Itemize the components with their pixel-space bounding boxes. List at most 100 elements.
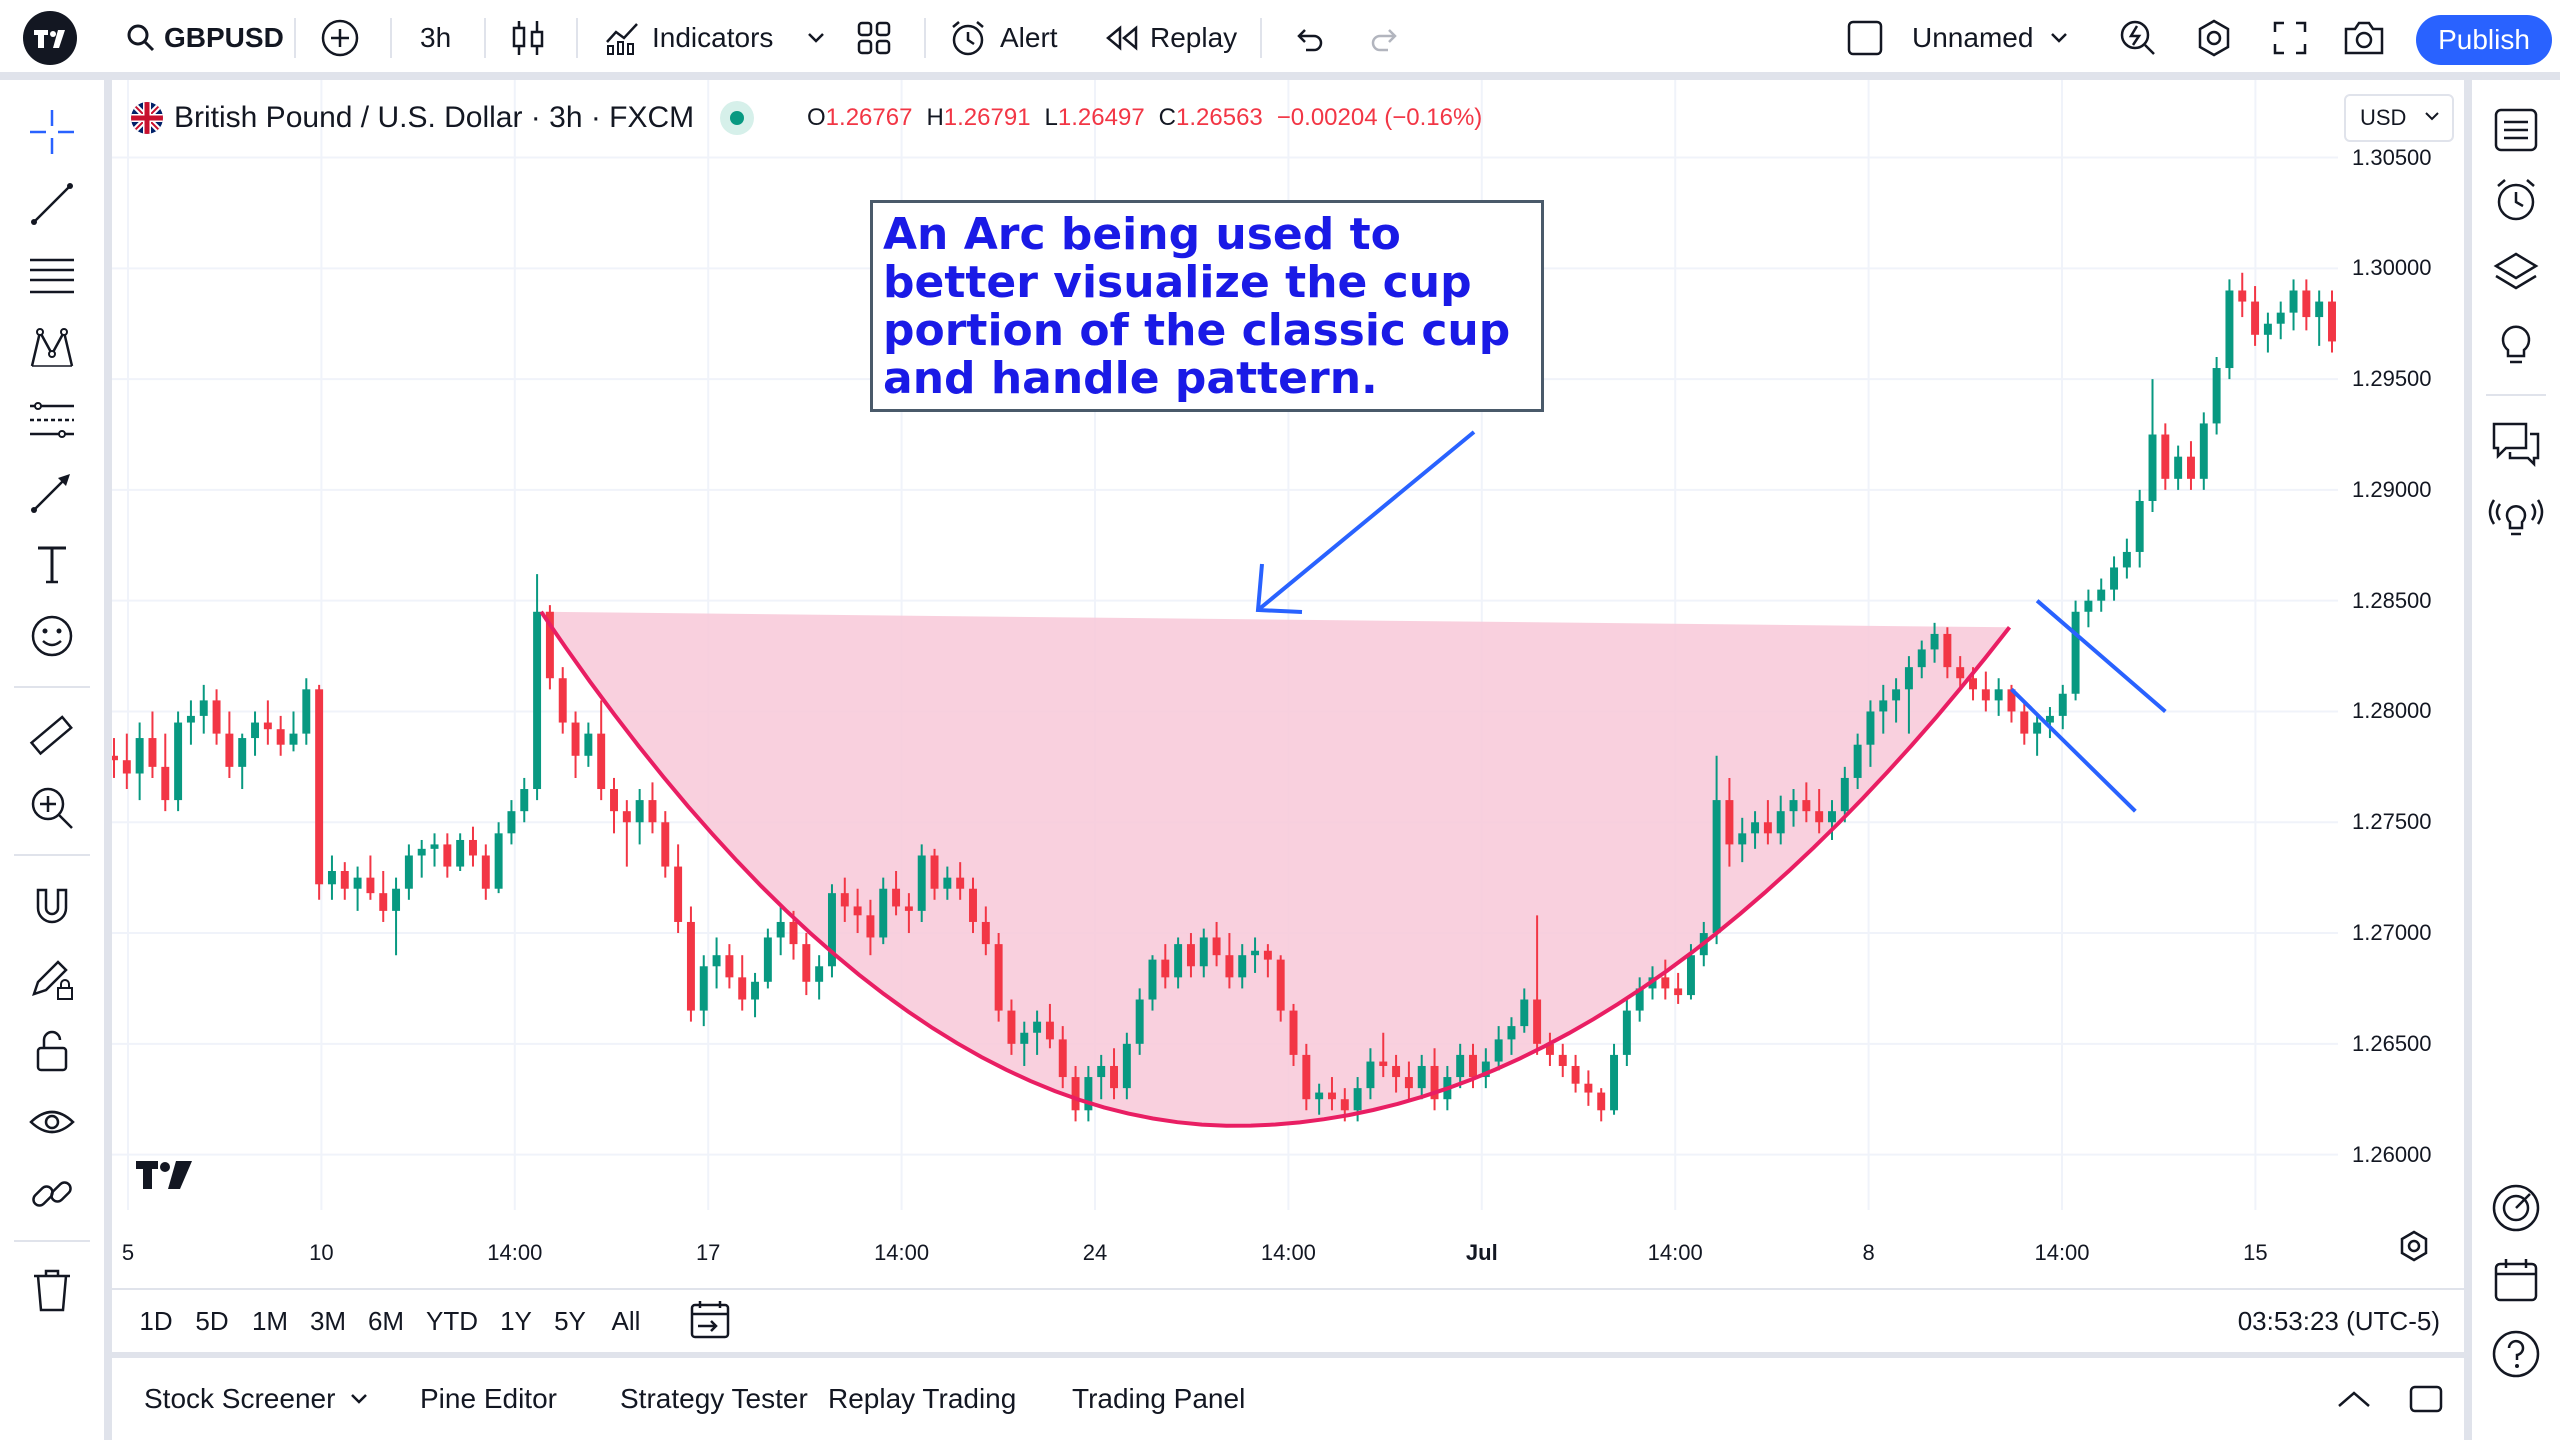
symbol-search-button[interactable]: GBPUSD	[126, 0, 284, 76]
range-all[interactable]: All	[611, 1305, 641, 1336]
axis-settings-button[interactable]	[2396, 1228, 2432, 1269]
forecasting-tool[interactable]	[22, 390, 82, 450]
bottom-tab-trading-panel[interactable]: Trading Panel	[1072, 1383, 1246, 1414]
fullscreen-icon	[2273, 21, 2307, 55]
range-5y[interactable]: 5Y	[554, 1305, 586, 1336]
crosshair-tool[interactable]	[22, 102, 82, 162]
help-button[interactable]	[2486, 1324, 2546, 1384]
text-tool[interactable]	[22, 534, 82, 594]
replay-button[interactable]: Replay	[1104, 0, 1237, 76]
trend-line-tool[interactable]	[22, 174, 82, 234]
compare-symbol-button[interactable]	[320, 0, 360, 76]
candle	[1674, 972, 1683, 1004]
range-1d[interactable]: 1D	[139, 1305, 173, 1336]
candle	[2174, 445, 2183, 490]
settings-button[interactable]	[2194, 0, 2234, 76]
dom-button[interactable]	[2486, 1178, 2546, 1238]
cup-arc-drawing[interactable]	[539, 610, 2012, 1128]
calendar-icon	[2494, 1259, 2538, 1302]
alerts-button[interactable]	[2486, 170, 2546, 230]
candle	[1045, 1003, 1054, 1049]
candle	[199, 684, 208, 734]
pattern-tool[interactable]	[22, 318, 82, 378]
candle	[597, 700, 606, 801]
close-key: C	[1158, 104, 1177, 131]
top-toolbar: GBPUSD 3h Indicators Alert Replay	[0, 0, 2560, 76]
candle	[135, 722, 144, 801]
chart-type-button[interactable]	[510, 0, 546, 76]
sync-drawings-tool[interactable]	[22, 1164, 82, 1224]
text-icon	[38, 546, 66, 584]
quick-search-button[interactable]	[2118, 0, 2158, 76]
fib-retracement-tool[interactable]	[22, 246, 82, 306]
indicators-dropdown-button[interactable]	[806, 0, 826, 76]
range-5d[interactable]: 5D	[195, 1305, 229, 1336]
object-tree-button[interactable]	[2486, 242, 2546, 302]
x-tick-label: 17	[695, 1240, 721, 1265]
remove-drawings-tool[interactable]	[22, 1260, 82, 1320]
right-sidebar	[2472, 80, 2560, 1440]
candle	[879, 877, 888, 945]
close-value: 1.26563	[1176, 104, 1263, 131]
snapshot-button[interactable]	[2342, 0, 2386, 76]
candle	[533, 574, 542, 801]
publish-button[interactable]: Publish	[2416, 15, 2552, 65]
go-to-date-button[interactable]	[688, 1298, 732, 1347]
channel-upper-line[interactable]	[2035, 599, 2167, 713]
maximize-panel-button[interactable]	[2408, 1358, 2444, 1440]
interval-button[interactable]: 3h	[420, 0, 451, 76]
market-status-badge[interactable]	[720, 101, 755, 135]
range-ytd[interactable]: YTD	[426, 1305, 478, 1336]
bottom-tab-stock-screener[interactable]: Stock Screener	[144, 1383, 336, 1414]
bottom-tab-strategy-tester[interactable]: Strategy Tester	[620, 1383, 808, 1414]
emoji-tool[interactable]	[22, 606, 82, 666]
hide-drawings-tool[interactable]	[22, 1092, 82, 1152]
range-1m[interactable]: 1M	[251, 1305, 289, 1336]
chart-canvas[interactable]	[112, 80, 2464, 1288]
lock-drawings-tool[interactable]	[22, 1020, 82, 1080]
streams-button[interactable]	[2486, 486, 2546, 546]
undo-button[interactable]	[1292, 0, 1324, 76]
range-6m[interactable]: 6M	[367, 1305, 405, 1336]
ideas-button[interactable]	[2486, 314, 2546, 374]
stay-in-drawing-mode-tool[interactable]	[22, 948, 82, 1008]
indicators-button[interactable]: Indicators	[604, 0, 773, 76]
calendar-button[interactable]	[2486, 1250, 2546, 1310]
timezone-clock[interactable]: 03:53:23 (UTC-5)	[2237, 1305, 2440, 1336]
candle	[725, 944, 734, 989]
magnet-tool[interactable]	[22, 876, 82, 936]
alert-button[interactable]: Alert	[948, 0, 1058, 76]
arrow-tool[interactable]	[22, 462, 82, 522]
y-tick-label: 1.26000	[2352, 1141, 2432, 1167]
market-open-dot	[730, 111, 745, 125]
chats-button[interactable]	[2486, 414, 2546, 474]
stock-screener-dropdown[interactable]	[350, 1358, 368, 1440]
templates-button[interactable]	[856, 0, 892, 76]
candle	[122, 733, 131, 790]
bottom-tab-pine-editor[interactable]: Pine Editor	[420, 1383, 557, 1414]
candle	[174, 711, 183, 812]
tradingview-logo-button[interactable]	[22, 0, 78, 76]
alarm-clock-icon	[2497, 179, 2535, 221]
layout-name-button[interactable]: Unnamed	[1912, 0, 2069, 76]
currency-select[interactable]: USD	[2344, 94, 2454, 142]
candle	[635, 789, 644, 845]
redo-button[interactable]	[1370, 0, 1402, 76]
measure-tool[interactable]	[22, 706, 82, 766]
watchlist-button[interactable]	[2486, 100, 2546, 160]
x-tick-label: 14:00	[487, 1240, 543, 1265]
zoom-tool[interactable]	[22, 778, 82, 838]
candle	[1161, 944, 1170, 989]
help-icon	[2492, 1330, 2540, 1378]
range-3m[interactable]: 3M	[309, 1305, 347, 1336]
collapse-panel-button[interactable]	[2336, 1358, 2372, 1440]
annotation-arrow[interactable]	[1256, 430, 1476, 612]
range-1y[interactable]: 1Y	[500, 1305, 532, 1336]
bottom-tab-replay-trading[interactable]: Replay Trading	[828, 1383, 1017, 1414]
candle	[2238, 272, 2247, 318]
layout-checkbox[interactable]	[1846, 0, 1884, 76]
channel-lower-line[interactable]	[2010, 687, 2137, 813]
chart-pane[interactable]: British Pound / U.S. Dollar · 3h · FXCM …	[112, 80, 2464, 1352]
fullscreen-button[interactable]	[2272, 0, 2308, 76]
annotation-callout[interactable]: An Arc being used to better visualize th…	[870, 200, 1544, 412]
